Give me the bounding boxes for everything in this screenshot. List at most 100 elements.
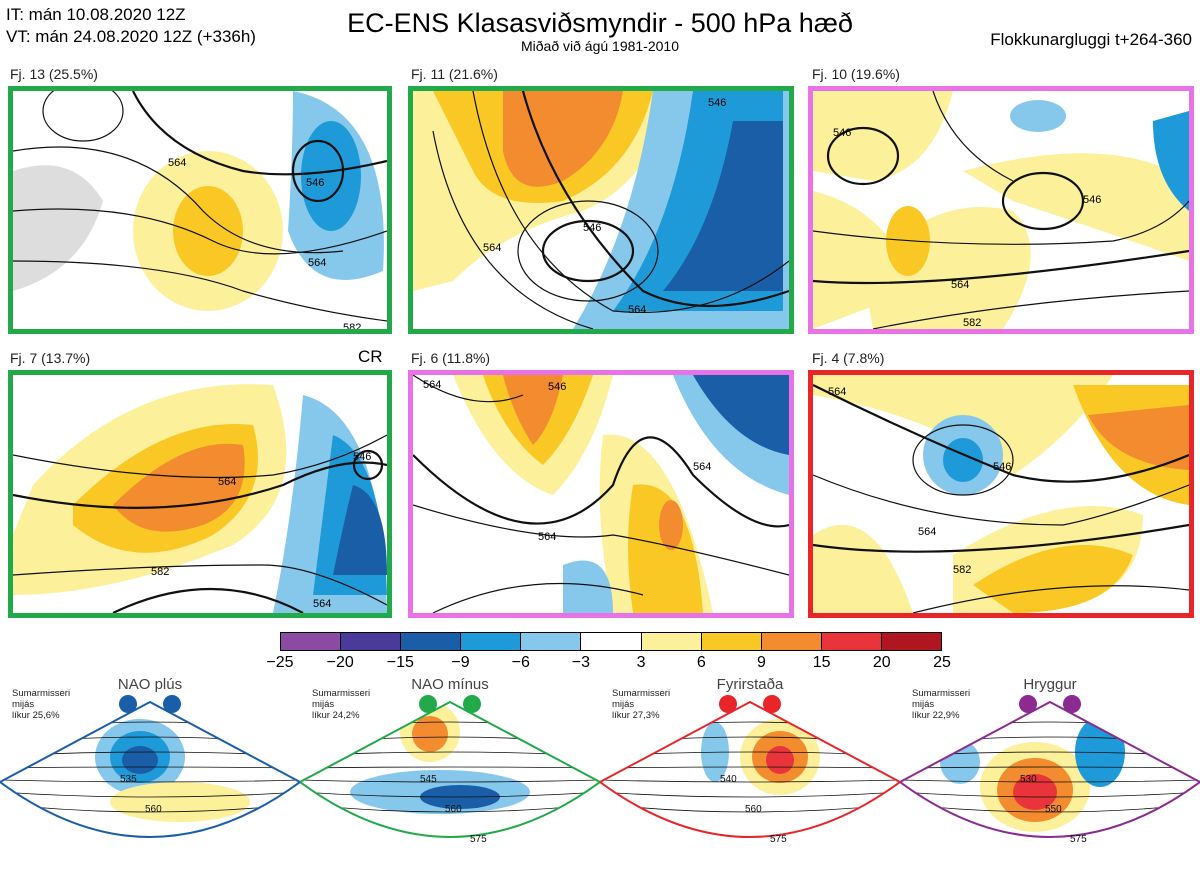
colorbar-tick-label: 3 [636,654,646,671]
regime-marker-icon [419,695,437,713]
colorbar-tick-label: 20 [872,654,891,671]
panel-label-6: Fj. 4 (7.8%) [812,350,885,366]
panel-label-5: Fj. 6 (11.8%) [411,350,491,366]
colorbar-tick-label: −6 [511,654,530,671]
regime-contour-label: 575 [1070,834,1087,845]
regime-blocking: 540 560 575 Fyrirstaða Sumarmisseri mijás … [600,672,900,872]
regime-note: Sumarmisseri mijás líkur 25,6% [12,688,70,721]
anomaly-map: 546 546 564 564 [413,91,789,329]
contour-label: 546 [583,222,601,234]
cluster-map-10: 546 546 564 582 [808,86,1194,334]
contour-label: 546 [353,451,371,463]
regime-note: Sumarmisseri mijás líkur 27,3% [612,688,670,721]
regime-name: Fyrirstaða [716,676,784,693]
regime-contour-label: 560 [745,804,762,815]
regime-name: Hryggur [1023,676,1077,693]
panel-label-2: Fj. 11 (21.6%) [411,66,498,82]
contour-label: 582 [963,317,981,329]
regime-nao-plus: 535 560 NAO plús Sumarmisseri mijás líkur… [0,672,300,872]
colorbar-bin [701,633,762,650]
contour-label: 546 [548,381,566,393]
regime-contour-label: 545 [420,774,437,785]
anomaly-map: 546 546 564 582 [813,91,1189,329]
colorbar-bin [401,633,462,650]
regime-marker-icon [1063,695,1081,713]
anomaly-map: 564 546 564 564 [413,375,789,613]
panel-label-3: Fj. 10 (19.6%) [812,66,900,82]
contour-label: 564 [483,242,501,254]
colorbar-tick-label: −20 [326,654,354,671]
note-line: mijás [312,699,335,710]
contour-label: 564 [951,279,969,291]
regime-marker-icon [463,695,481,713]
regime-contour-label: 575 [470,834,487,845]
cluster-map-4: 564 546 564 582 [808,370,1194,618]
note-line: mijás [912,699,935,710]
colorbar-tick-label: 6 [696,654,706,671]
regime-fan: 530 550 575 [900,695,1200,845]
contour-label: 564 [918,526,936,538]
regime-name: NAO plús [117,676,183,693]
note-line: Sumarmisseri [12,688,71,699]
colorbar-bin [281,633,342,650]
colorbar-bin [341,633,402,650]
colorbar-bin [581,633,642,650]
regime-nao-minus: 545 560 575 NAO mínus Sumarmisseri mijás l… [300,672,600,872]
regime-fan: 540 560 575 [600,695,900,845]
contour-label: 582 [343,322,361,329]
colorbar-bin [881,633,942,650]
note-line: líkur 24,2% [312,710,360,721]
regime-note: Sumarmisseri mijás líkur 24,2% [312,688,370,721]
colorbar-tick-label: −25 [266,654,294,671]
cluster-map-6: 564 546 564 564 [408,370,794,618]
anomaly-map: 564 546 564 582 [13,91,387,329]
note-line: Sumarmisseri [612,688,671,699]
contour-label: 546 [993,461,1011,473]
contour-label: 564 [693,461,711,473]
colorbar-bin [641,633,702,650]
page-subtitle: Miðað við ágú 1981-2010 [520,38,679,54]
regime-contour-label: 560 [445,804,462,815]
regime-marker-icon [163,695,181,713]
valid-time: VT: mán 24.08.2020 12Z (+336h) [6,27,256,46]
regime-contour-label: 560 [145,804,162,815]
colorbar [280,632,942,651]
contour-label: 564 [628,304,646,316]
regime-contour-label: 540 [720,774,737,785]
contour-label: 546 [306,177,324,189]
colorbar-bin [761,633,822,650]
contour-label: 546 [708,97,726,109]
colorbar-bin [821,633,882,650]
contour-label: 564 [423,379,441,391]
regime-marker-icon [119,695,137,713]
regime-contour-label: 575 [770,834,787,845]
cr-label: CR [358,347,383,366]
note-line: líkur 25,6% [12,710,60,721]
regime-ridge: 530 550 575 Hryggur Sumarmisseri mijás lík… [900,672,1200,872]
regime-contour-label: 535 [120,774,137,785]
colorbar-tick-label: −15 [386,654,414,671]
contour-label: 564 [218,476,236,488]
note-line: mijás [12,699,35,710]
contour-label: 546 [1083,194,1101,206]
cluster-map-7: 546 564 582 564 [8,370,392,618]
regime-contour-label: 530 [1020,774,1037,785]
page-title: EC-ENS Klasasviðsmyndir - 500 hPa hæð [347,8,853,38]
colorbar-tick-label: −9 [451,654,470,671]
colorbar-tick-label: 25 [933,654,951,671]
colorbar-tick-label: 9 [757,654,766,671]
window-label: Flokkunargluggi t+264-360 [990,30,1192,49]
anomaly-map: 564 546 564 582 [813,375,1189,613]
colorbar-tick-label: −3 [571,654,591,671]
regime-fan: 535 560 [0,695,300,838]
header-times: IT: mán 10.08.2020 12Z VT: mán 24.08.202… [6,4,256,48]
contour-label: 564 [538,531,556,543]
cluster-map-13: 564 546 564 582 [8,86,392,334]
contour-label: 546 [833,127,851,139]
colorbar-bin [521,633,582,650]
colorbar-bin [461,633,522,650]
contour-label: 582 [151,566,169,578]
contour-label: 564 [313,598,331,610]
regime-marker-icon [1019,695,1037,713]
regime-name: NAO mínus [411,676,489,693]
